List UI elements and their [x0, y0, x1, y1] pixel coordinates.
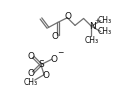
Text: N: N: [89, 22, 95, 31]
Text: CH₃: CH₃: [97, 27, 112, 36]
Text: O: O: [51, 55, 58, 64]
Text: O: O: [43, 71, 50, 80]
Text: S: S: [38, 60, 44, 69]
Text: CH₃: CH₃: [97, 16, 112, 25]
Text: O: O: [65, 12, 72, 21]
Text: O: O: [27, 69, 34, 78]
Text: −: −: [57, 48, 63, 57]
Text: +: +: [95, 18, 100, 23]
Text: O: O: [51, 32, 58, 41]
Text: CH₃: CH₃: [84, 36, 98, 45]
Text: O: O: [27, 52, 34, 61]
Text: CH₃: CH₃: [24, 78, 38, 87]
